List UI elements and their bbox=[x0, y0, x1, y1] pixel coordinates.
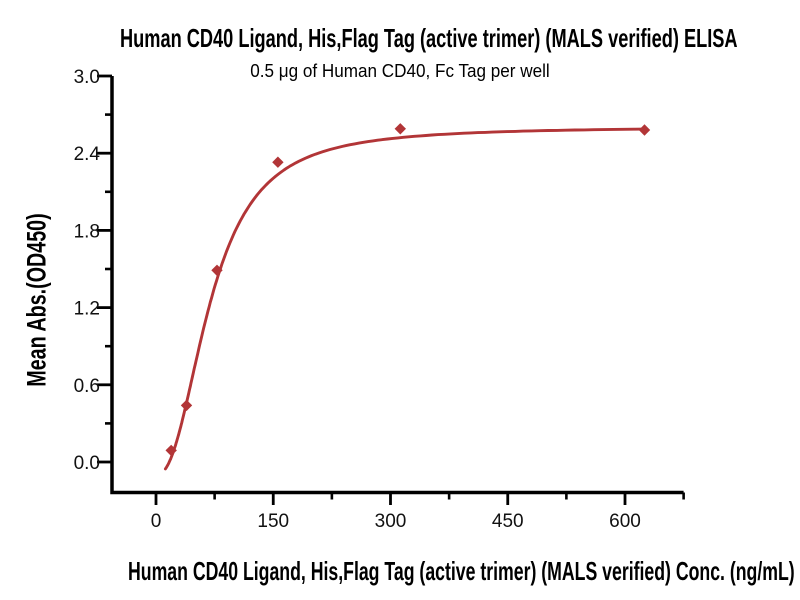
y-tick-label: 1.8 bbox=[74, 221, 100, 242]
x-tick-label: 300 bbox=[375, 511, 407, 532]
y-tick-label: 3.0 bbox=[74, 67, 100, 88]
data-point-marker bbox=[180, 399, 193, 412]
y-tick-label: 0.0 bbox=[74, 453, 100, 474]
chart-title: Human CD40 Ligand, His,Flag Tag (active … bbox=[120, 23, 738, 53]
chart-subtitle: 0.5 μg of Human CD40, Fc Tag per well bbox=[250, 61, 550, 81]
data-point-marker bbox=[211, 264, 223, 276]
data-point-marker bbox=[165, 444, 177, 457]
x-tick-label: 450 bbox=[492, 511, 524, 532]
y-tick-label: 0.6 bbox=[74, 376, 100, 397]
x-tick-label: 150 bbox=[257, 511, 289, 532]
axis-spines bbox=[110, 76, 684, 495]
data-point-marker bbox=[272, 156, 284, 168]
fit-curve bbox=[163, 127, 646, 471]
x-axis-label: Human CD40 Ligand, His,Flag Tag (active … bbox=[128, 556, 795, 586]
x-tick-label: 0 bbox=[151, 511, 162, 532]
data-point-marker bbox=[394, 123, 406, 135]
y-tick-label: 2.4 bbox=[74, 144, 101, 165]
x-tick-label: 600 bbox=[609, 511, 641, 532]
data-point-marker bbox=[638, 124, 651, 136]
y-tick-label: 1.2 bbox=[74, 299, 100, 320]
